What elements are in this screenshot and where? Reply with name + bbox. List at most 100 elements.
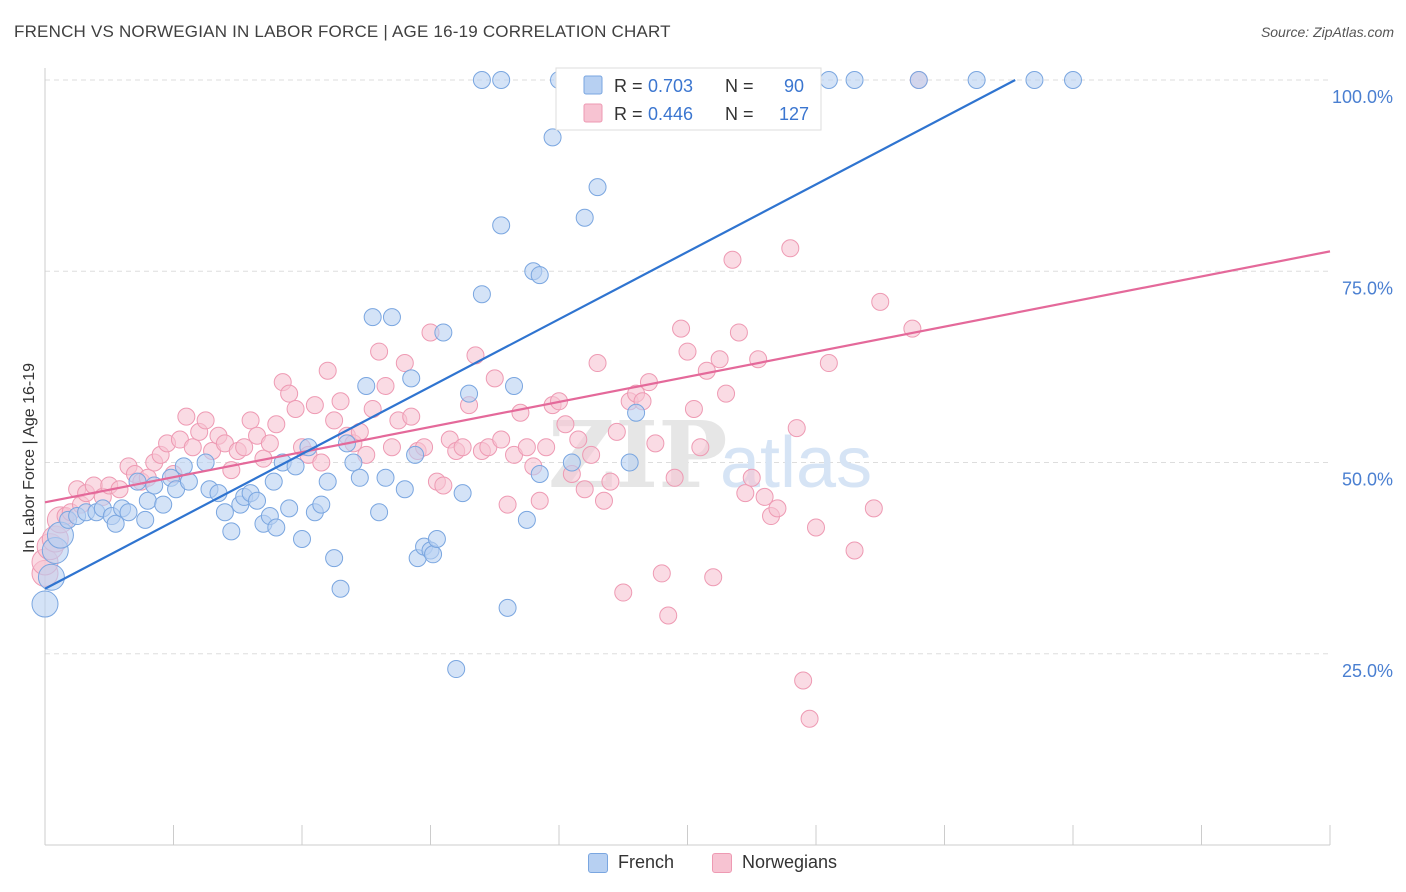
axes <box>44 68 1331 846</box>
legend-n-label-french: N = <box>725 76 754 96</box>
norwegians-point <box>492 430 511 449</box>
norwegians-point <box>485 369 504 388</box>
norwegians-point <box>646 434 665 453</box>
norwegians-point <box>871 292 890 311</box>
legend-swatch-norwegians <box>583 103 603 123</box>
norwegians-point <box>845 541 864 560</box>
french-point <box>376 468 395 487</box>
chart-title: FRENCH VS NORWEGIAN IN LABOR FORCE | AGE… <box>14 22 671 41</box>
french-point <box>209 484 228 503</box>
norwegians-point <box>652 564 671 583</box>
french-point <box>370 503 389 522</box>
norwegians-point <box>267 415 286 434</box>
norwegians-point <box>498 495 517 514</box>
french-point <box>363 308 382 327</box>
french-point <box>517 510 536 529</box>
french-point <box>325 549 344 568</box>
legend-n-value-norwegians: 127 <box>779 104 809 124</box>
y-tick-label: 25.0% <box>1342 661 1393 681</box>
french-point <box>128 472 147 491</box>
norwegians-point <box>402 407 421 426</box>
norwegians-point <box>318 361 337 380</box>
french-point <box>395 480 414 499</box>
norwegians-points <box>31 71 928 728</box>
norwegians-point <box>807 518 825 537</box>
french-point <box>434 323 453 342</box>
norwegians-point <box>196 411 215 430</box>
norwegians-point <box>370 342 389 361</box>
norwegians-point <box>453 438 472 457</box>
norwegians-point <box>235 438 254 457</box>
norwegians-point <box>575 480 594 499</box>
norwegians-point <box>280 384 299 403</box>
norwegians-point <box>588 354 607 373</box>
legend-item-norwegians[interactable]: Norwegians <box>712 852 837 873</box>
norwegians-point <box>594 491 613 510</box>
norwegians-point <box>684 399 703 418</box>
legend-r-label-norwegians: R = <box>614 104 643 124</box>
norwegians-point <box>755 487 774 506</box>
norwegians-trendline <box>44 250 1331 504</box>
norwegians-point <box>691 438 710 457</box>
french-point <box>627 403 646 422</box>
french-point <box>318 472 337 491</box>
norwegians-point <box>331 392 350 411</box>
legend-label-french: French <box>618 852 675 872</box>
legend-label-norwegians: Norwegians <box>742 852 838 872</box>
legend-swatch-french <box>583 75 603 95</box>
french-point <box>267 518 286 537</box>
norwegians-point <box>794 671 813 690</box>
french-point <box>264 472 283 491</box>
legend-item-french[interactable]: French <box>588 852 674 873</box>
norwegians-point <box>517 438 536 457</box>
norwegians-point <box>742 468 761 487</box>
norwegians-point <box>582 445 601 464</box>
french-point <box>119 503 138 522</box>
legend-n-value-french: 90 <box>784 76 804 96</box>
french-point <box>312 495 331 514</box>
norwegians-point <box>569 430 588 449</box>
legend-n-label-norwegians: N = <box>725 104 754 124</box>
french-point <box>492 216 511 235</box>
french-point <box>460 384 479 403</box>
french-point <box>909 71 928 89</box>
french-point <box>845 71 864 89</box>
y-axis-label: In Labor Force | Age 16-19 <box>21 363 38 553</box>
norwegians-point <box>723 250 742 269</box>
french-point <box>819 71 838 89</box>
norwegians-point <box>672 319 691 338</box>
legend-r-value-french: 0.703 <box>648 76 693 96</box>
norwegians-point <box>665 468 684 487</box>
norwegians-point <box>511 403 530 422</box>
norwegians-point <box>800 709 819 728</box>
norwegians-point <box>305 396 324 415</box>
trendlines <box>44 79 1331 590</box>
bottom-legend: French Norwegians <box>0 852 1406 878</box>
french-point <box>248 491 267 510</box>
french-point <box>154 495 173 514</box>
norwegians-point <box>781 239 800 258</box>
french-point <box>350 468 369 487</box>
french-point <box>447 660 466 679</box>
scatter-chart: ZIP atlas 25.0%50.0%75.0%100.0% 0.0%100.… <box>21 67 1393 846</box>
norwegians-point <box>736 484 755 503</box>
french-points <box>31 71 1082 679</box>
french-point <box>1025 71 1044 89</box>
french-point <box>331 579 350 598</box>
french-point <box>406 445 425 464</box>
norwegians-point <box>530 491 549 510</box>
french-point <box>530 464 549 483</box>
french-point <box>492 71 511 89</box>
french-point <box>31 590 59 618</box>
french-point <box>498 598 517 617</box>
french-point <box>562 453 581 472</box>
norwegians-point <box>376 377 395 395</box>
y-tick-label: 75.0% <box>1342 278 1393 298</box>
y-tick-labels: 25.0% 50.0% 75.0% 100.0% <box>1332 87 1393 681</box>
french-point <box>575 208 594 227</box>
norwegians-point <box>312 453 331 472</box>
norwegians-point <box>601 472 620 491</box>
stats-legend: R = 0.703 N = 90 R = 0.446 N = 127 <box>555 67 822 131</box>
norwegians-point <box>382 438 401 457</box>
norwegians-point <box>729 323 748 342</box>
